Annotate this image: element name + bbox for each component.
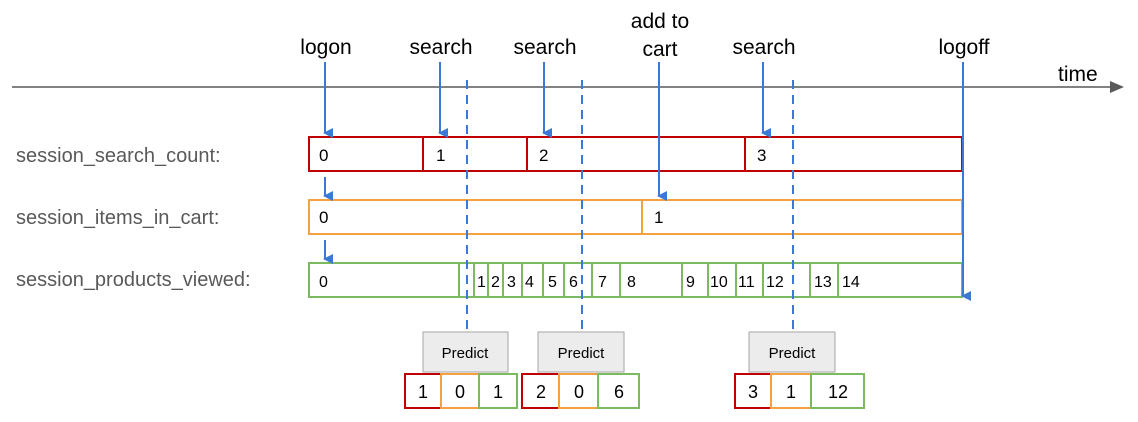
output-products-viewed-cell — [478, 373, 518, 409]
prediction-outputs — [404, 373, 865, 409]
event-label-logon: logon — [300, 36, 351, 59]
items-in-cart-values: 0 1 — [319, 208, 663, 227]
output-value: 6 — [614, 382, 624, 402]
products-viewed-value: 11 — [738, 274, 755, 291]
prediction-time-lines — [466, 80, 794, 332]
products-viewed-value: 9 — [686, 274, 695, 291]
items-in-cart-row — [308, 199, 963, 235]
event-arrows — [323, 62, 971, 301]
products-viewed-value: 10 — [710, 274, 728, 291]
products-viewed-value: 2 — [491, 274, 500, 291]
output-value: 1 — [493, 382, 503, 402]
search-count-cell — [526, 136, 746, 172]
predict-label: Predict — [442, 345, 490, 362]
timeline: time — [12, 63, 1124, 93]
search-count-cell — [744, 136, 963, 172]
predict-box — [748, 331, 836, 373]
output-value: 1 — [418, 382, 428, 402]
event-label-logoff: logoff — [939, 36, 990, 59]
output-products-viewed-cell — [597, 373, 640, 409]
products-viewed-value: 7 — [598, 274, 607, 291]
search-count-value: 0 — [319, 146, 328, 165]
search-count-value: 2 — [539, 146, 548, 165]
search-count-values: 0 1 2 3 — [319, 146, 766, 165]
predict-label: Predict — [558, 345, 606, 362]
event-label-search-2: search — [513, 36, 576, 59]
output-value: 0 — [455, 382, 465, 402]
row-label-products-viewed: session_products_viewed: — [16, 269, 251, 291]
output-value: 1 — [786, 382, 796, 402]
products-viewed-values: 0 1 2 3 4 5 6 7 8 9 10 11 12 13 14 — [319, 274, 860, 291]
products-viewed-value: 4 — [525, 274, 534, 291]
row-label-search-count: session_search_count: — [16, 145, 221, 167]
event-label-add-to-cart-line1: add to — [631, 10, 689, 33]
output-value: 2 — [536, 382, 546, 402]
products-viewed-cell — [308, 262, 460, 298]
predict-box — [422, 331, 509, 373]
event-label-search-3: search — [732, 36, 795, 59]
timeline-label: time — [1058, 63, 1098, 86]
search-count-value: 3 — [757, 146, 766, 165]
predict-boxes: Predict Predict Predict — [422, 331, 836, 373]
output-value: 3 — [748, 382, 758, 402]
row-labels: session_search_count: session_items_in_c… — [16, 145, 251, 291]
output-value: 0 — [574, 382, 584, 402]
items-in-cart-cell — [641, 199, 963, 235]
products-viewed-row — [308, 262, 963, 298]
row-label-items-in-cart: session_items_in_cart: — [16, 207, 219, 229]
products-viewed-value: 3 — [507, 274, 516, 291]
event-label-add-to-cart-line2: cart — [642, 38, 677, 61]
products-viewed-value: 13 — [814, 274, 832, 291]
event-label-search-1: search — [409, 36, 472, 59]
items-in-cart-value: 1 — [654, 208, 663, 227]
items-in-cart-cell — [308, 199, 643, 235]
products-viewed-value: 12 — [766, 274, 784, 291]
products-viewed-value: 5 — [548, 274, 557, 291]
output-products-viewed-cell — [810, 373, 865, 409]
prediction-output-values: 1 0 1 2 0 6 3 1 12 — [418, 382, 848, 402]
products-viewed-value: 6 — [569, 274, 578, 291]
search-count-row — [308, 136, 963, 172]
products-viewed-value: 14 — [842, 274, 860, 291]
predict-box — [537, 331, 625, 373]
items-in-cart-value: 0 — [319, 208, 328, 227]
output-value: 12 — [828, 382, 848, 402]
products-viewed-value: 8 — [627, 274, 636, 291]
event-labels: logon search search add to cart search l… — [300, 10, 989, 61]
products-viewed-value: 0 — [319, 274, 328, 291]
predict-label: Predict — [769, 345, 817, 362]
search-count-value: 1 — [436, 146, 445, 165]
products-viewed-value: 1 — [477, 274, 486, 291]
